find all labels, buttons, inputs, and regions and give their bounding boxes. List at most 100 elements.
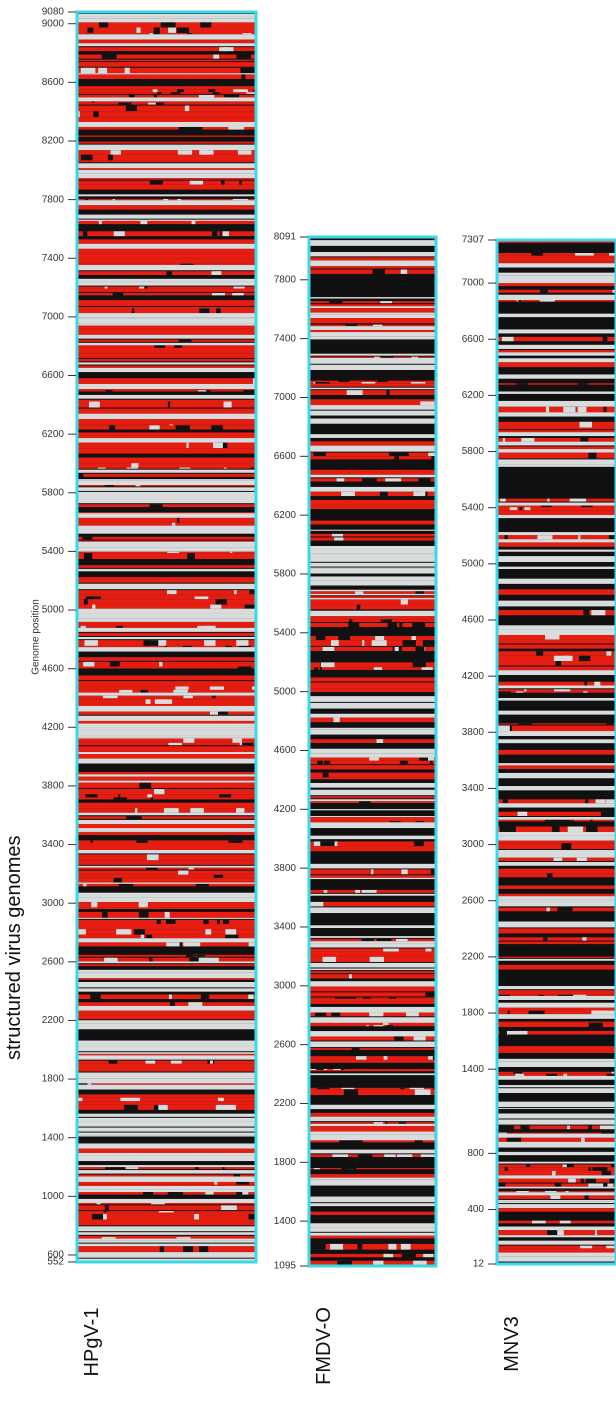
texture-speck <box>160 22 176 28</box>
texture-band <box>497 933 616 938</box>
texture-speck <box>199 150 214 155</box>
texture-band <box>77 1034 256 1040</box>
y-tick-label: 7400 <box>274 333 297 344</box>
texture-band <box>77 135 256 137</box>
texture-speck <box>500 498 506 502</box>
texture-band <box>77 34 256 40</box>
texture-band <box>77 689 256 693</box>
texture-band <box>309 702 436 709</box>
y-tick-label: 7000 <box>274 392 297 403</box>
texture-band <box>77 991 256 995</box>
texture-band <box>77 80 256 87</box>
texture-speck <box>574 498 587 502</box>
texture-band <box>497 786 616 791</box>
texture-speck <box>115 625 123 628</box>
texture-band <box>309 1056 436 1060</box>
texture-speck <box>215 1104 224 1110</box>
texture-speck <box>124 67 130 74</box>
texture-band <box>309 796 436 799</box>
texture-band <box>309 345 436 348</box>
texture-band <box>497 765 616 770</box>
texture-speck <box>139 782 152 789</box>
texture-band <box>309 257 436 261</box>
y-tick-label: 8200 <box>42 136 65 147</box>
texture-speck <box>419 757 429 761</box>
texture-band <box>309 549 436 554</box>
texture-band <box>497 1093 616 1096</box>
texture-band <box>77 1083 256 1085</box>
y-tick-label: 7000 <box>462 278 485 289</box>
y-tick-label: 3000 <box>42 898 65 909</box>
texture-band <box>497 807 616 812</box>
texture-speck <box>199 308 210 314</box>
y-tick-label: 9000 <box>42 18 65 29</box>
texture-speck <box>330 640 339 646</box>
texture-band <box>77 389 256 391</box>
y-tick-label: 5000 <box>274 686 297 697</box>
texture-band <box>309 1097 436 1099</box>
texture-band <box>497 350 616 353</box>
texture-speck <box>412 662 426 668</box>
texture-band <box>77 1005 256 1011</box>
texture-band <box>77 390 256 392</box>
texture-band <box>497 452 616 459</box>
texture-band <box>309 517 436 521</box>
texture-band <box>309 1257 436 1260</box>
texture-band <box>77 525 256 530</box>
texture-band <box>309 1260 436 1266</box>
texture-speck <box>168 27 176 34</box>
texture-band <box>497 600 616 607</box>
texture-band <box>309 1168 436 1170</box>
texture-speck <box>104 1205 109 1211</box>
texture-speck <box>223 401 232 408</box>
texture-speck <box>369 956 384 962</box>
texture-speck <box>516 1190 529 1193</box>
texture-speck <box>223 47 227 52</box>
texture-speck <box>177 517 180 523</box>
texture-speck <box>497 994 511 996</box>
texture-speck <box>333 1068 341 1071</box>
texture-speck <box>152 102 165 105</box>
texture-band <box>497 446 616 450</box>
texture-band <box>309 669 436 675</box>
texture-speck <box>329 301 343 304</box>
texture-speck <box>380 301 393 304</box>
texture-band <box>497 1137 616 1142</box>
texture-speck <box>175 425 190 430</box>
texture-band <box>309 599 436 605</box>
texture-speck <box>168 742 182 746</box>
texture-speck <box>110 150 121 155</box>
texture-band <box>309 598 436 600</box>
texture-band <box>309 562 436 567</box>
texture-band <box>497 1188 616 1191</box>
texture-band <box>497 523 616 526</box>
texture-speck <box>138 911 149 918</box>
texture-band <box>497 843 616 850</box>
texture-speck <box>197 625 211 628</box>
texture-speck <box>516 1030 528 1035</box>
texture-band <box>77 209 256 215</box>
texture-band <box>309 1070 436 1072</box>
texture-band <box>309 593 436 596</box>
texture-speck <box>205 929 212 935</box>
texture-band <box>77 705 256 712</box>
texture-speck <box>309 1068 315 1071</box>
texture-band <box>77 618 256 622</box>
texture-band <box>77 1002 256 1006</box>
y-tick-label: 2200 <box>462 952 485 963</box>
texture-band <box>309 452 436 457</box>
texture-band <box>497 953 616 957</box>
texture-band <box>497 292 616 295</box>
texture-band <box>497 251 616 254</box>
texture-band <box>497 578 616 584</box>
texture-band <box>497 421 616 428</box>
texture-band <box>309 662 436 668</box>
texture-speck <box>578 253 594 256</box>
texture-band <box>77 512 256 514</box>
texture-speck <box>148 957 153 962</box>
texture-speck <box>102 911 108 918</box>
texture-band <box>77 39 256 44</box>
texture-band <box>309 968 436 971</box>
texture-speck <box>565 1190 569 1193</box>
texture-speck <box>213 442 223 449</box>
